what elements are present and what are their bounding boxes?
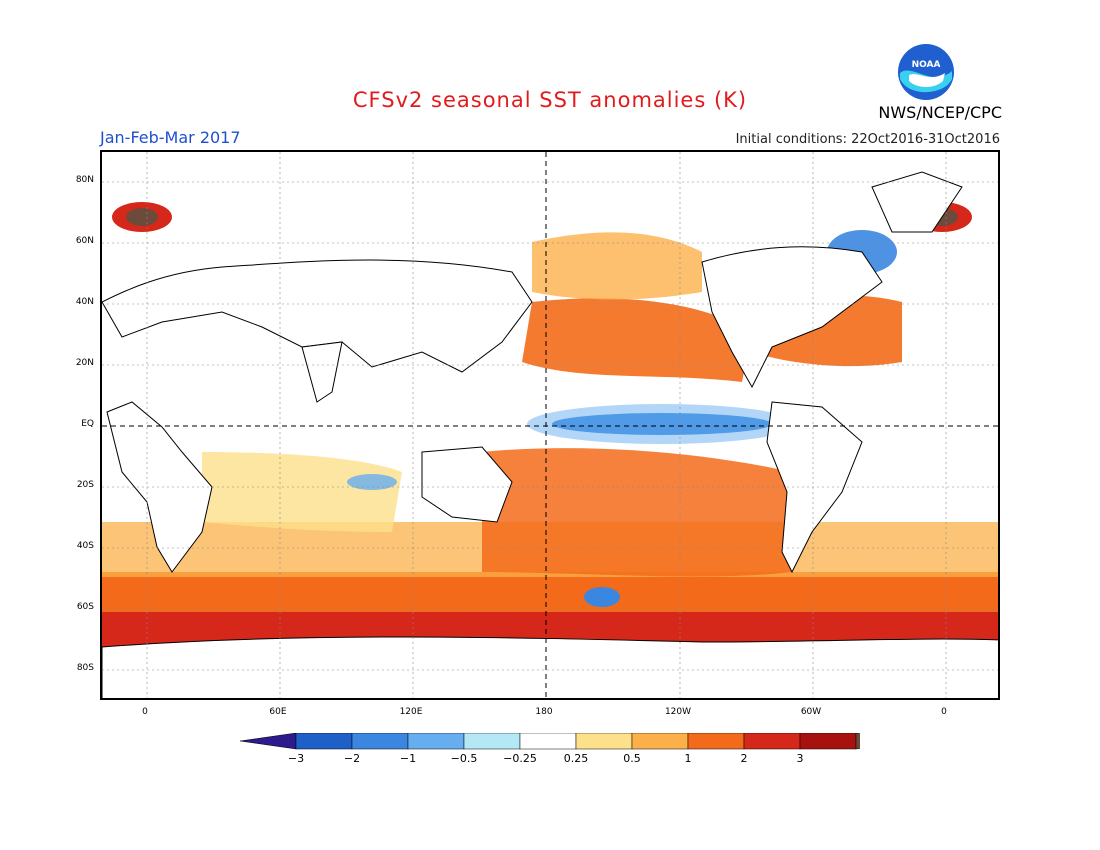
colorbar (240, 733, 860, 750)
colorbar-label: 2 (740, 752, 748, 765)
colorbar-segment (743, 733, 801, 750)
lon-label: 0 (142, 707, 148, 717)
colorbar-label: −1 (399, 752, 417, 765)
noaa-logo-icon: NOAA (898, 44, 954, 100)
anomaly-indian-cold (347, 474, 397, 490)
colorbar-arrow-low (240, 733, 297, 750)
period-label: Jan-Feb-Mar 2017 (100, 128, 241, 147)
colorbar-label: 0.25 (563, 752, 589, 765)
lat-label: 80S (76, 663, 94, 673)
anomaly-arctic-west-core (126, 208, 158, 226)
colorbar-segment (519, 733, 577, 750)
land-masses (102, 171, 998, 698)
colorbar-segment (351, 733, 409, 750)
lat-label: 60N (75, 236, 94, 246)
land-eurasia (102, 259, 533, 373)
svg-text:NOAA: NOAA (912, 60, 941, 70)
lat-label: 20S (76, 480, 94, 490)
sst-anomaly-map (100, 150, 1000, 700)
lat-label: EQ (81, 419, 94, 429)
colorbar-segment (687, 733, 745, 750)
land-africa (106, 401, 213, 573)
land-greenland (871, 171, 963, 233)
colorbar-label: −3 (287, 752, 305, 765)
lon-label: 0 (941, 707, 947, 717)
lat-label: 40N (75, 297, 94, 307)
colorbar-segment (407, 733, 465, 750)
anomaly-south-pacific-cold (584, 587, 620, 607)
agency-label: NWS/NCEP/CPC (878, 103, 1002, 122)
land-north-america (701, 246, 883, 389)
land-south-america (766, 401, 863, 574)
lat-label: 40S (76, 541, 94, 551)
colorbar-segment (463, 733, 521, 750)
colorbar-segment (295, 733, 353, 750)
lat-label: 20N (75, 358, 94, 368)
colorbar-arrow-high (855, 733, 860, 750)
anomaly-indian-ocean (202, 452, 402, 532)
land-india (301, 341, 343, 403)
chart-title: CFSv2 seasonal SST anomalies (K) (352, 88, 748, 112)
colorbar-label: 1 (684, 752, 692, 765)
colorbar-label: −0.5 (450, 752, 478, 765)
colorbar-segment (799, 733, 857, 750)
colorbar-segment (631, 733, 689, 750)
lat-label: 80N (75, 175, 94, 185)
lon-label: 120W (664, 707, 692, 717)
colorbar-label: −0.25 (503, 752, 537, 765)
anomaly-pacific-south (482, 448, 792, 577)
land-antarctica (102, 636, 998, 698)
anomaly-southern-band-upper (102, 572, 998, 612)
map-canvas (102, 152, 998, 698)
colorbar-label: 0.5 (623, 752, 641, 765)
colorbar-label: 3 (796, 752, 804, 765)
colorbar-label: −2 (343, 752, 361, 765)
lon-label: 60E (269, 707, 287, 717)
anomaly-cold-tongue-edge (527, 404, 797, 444)
lon-label: 180 (535, 707, 553, 717)
anomaly-pacific-north (522, 298, 752, 382)
gridlines (102, 152, 998, 698)
colorbar-segment (575, 733, 633, 750)
lat-label: 60S (76, 602, 94, 612)
land-australia (421, 446, 513, 523)
lon-label: 120E (399, 707, 423, 717)
lon-label: 60W (800, 707, 822, 717)
initial-conditions: Initial conditions: 22Oct2016-31Oct2016 (735, 132, 1000, 147)
anomaly-north-pacific-belt (532, 232, 702, 300)
